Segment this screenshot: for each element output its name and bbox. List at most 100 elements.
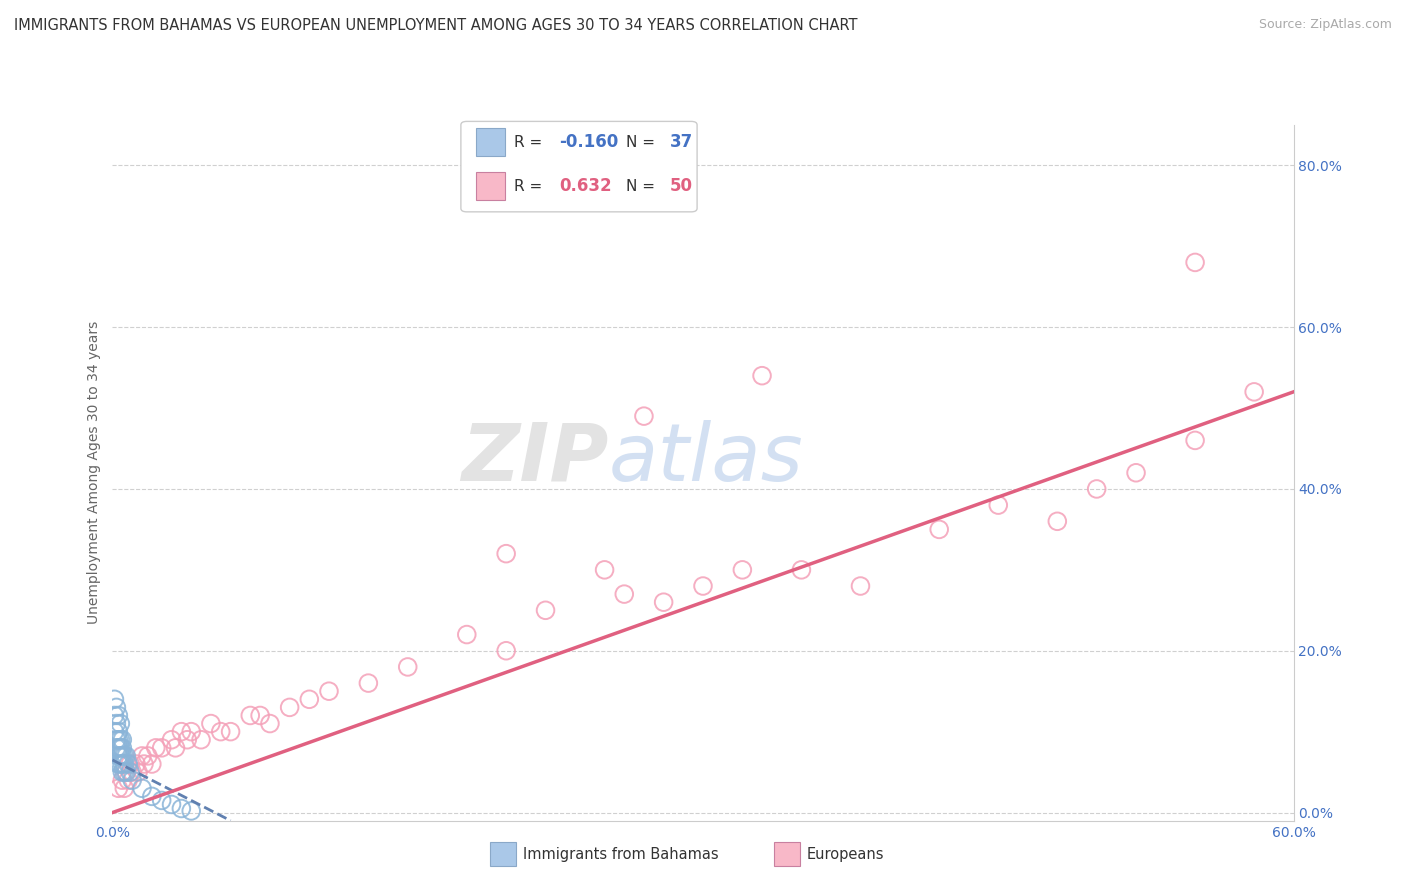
Point [107,732,129,747]
Point [121,773,143,788]
Point [117,773,139,788]
Point [105,732,128,747]
Point [170,801,193,815]
Point [107,748,129,763]
Text: R =: R = [515,178,543,194]
Point [165,740,187,755]
Point [120,765,142,780]
Point [357,676,380,690]
Point [112,757,135,772]
Point [103,692,125,706]
Point [115,765,138,780]
Point [987,498,1010,512]
Point [1184,434,1206,448]
Point [111,765,134,780]
Point [1184,255,1206,269]
Text: ZIP: ZIP [461,420,609,498]
Point [115,765,138,780]
Text: Source: ZipAtlas.com: Source: ZipAtlas.com [1258,18,1392,31]
Point [160,732,183,747]
Point [136,748,159,763]
Point [1125,466,1147,480]
Point [132,757,155,772]
Point [121,765,143,780]
Point [318,684,340,698]
Text: Immigrants from Bahamas: Immigrants from Bahamas [523,847,718,862]
Point [170,724,193,739]
FancyBboxPatch shape [477,172,505,200]
Point [731,563,754,577]
FancyBboxPatch shape [773,842,800,866]
Text: IMMIGRANTS FROM BAHAMAS VS EUROPEAN UNEMPLOYMENT AMONG AGES 30 TO 34 YEARS CORRE: IMMIGRANTS FROM BAHAMAS VS EUROPEAN UNEM… [14,18,858,33]
Point [110,748,132,763]
Text: 37: 37 [669,133,693,152]
Point [298,692,321,706]
Point [145,740,167,755]
Point [790,563,813,577]
Point [112,765,135,780]
Point [160,797,183,812]
Point [127,765,149,780]
Point [633,409,655,424]
Point [112,781,135,796]
Text: atlas: atlas [609,420,803,498]
Point [593,563,616,577]
Text: R =: R = [515,135,543,150]
Point [111,732,134,747]
Point [110,732,132,747]
Point [107,740,129,755]
Point [249,708,271,723]
Point [131,781,153,796]
Text: 0.632: 0.632 [560,178,612,195]
Point [652,595,675,609]
Point [141,789,163,804]
Point [150,740,173,755]
Point [111,748,134,763]
Point [110,716,132,731]
Point [107,757,129,772]
Point [176,732,198,747]
Point [239,708,262,723]
Point [190,732,212,747]
Text: -0.160: -0.160 [560,133,619,152]
Point [107,781,129,796]
Point [125,757,148,772]
Point [692,579,714,593]
Point [200,716,222,731]
FancyBboxPatch shape [461,121,697,212]
Point [105,716,128,731]
Point [141,757,163,772]
Point [495,644,517,658]
Point [112,748,135,763]
Point [396,660,419,674]
Point [107,708,129,723]
Point [111,740,134,755]
Point [259,716,281,731]
Point [180,724,202,739]
Point [131,748,153,763]
FancyBboxPatch shape [477,128,505,156]
Point [751,368,773,383]
Point [209,724,232,739]
Text: N =: N = [626,178,655,194]
Point [150,793,173,807]
Point [120,757,142,772]
Point [456,627,478,641]
Text: Europeans: Europeans [807,847,884,862]
Point [495,547,517,561]
Point [180,804,202,818]
Point [110,740,132,755]
Point [111,773,134,788]
Point [613,587,636,601]
Point [115,748,138,763]
Point [849,579,872,593]
Point [1046,514,1069,528]
Point [928,522,950,536]
Text: 50: 50 [669,178,693,195]
Point [103,724,125,739]
Point [278,700,301,714]
Point [219,724,242,739]
Point [111,757,134,772]
Point [105,740,128,755]
FancyBboxPatch shape [491,842,516,866]
